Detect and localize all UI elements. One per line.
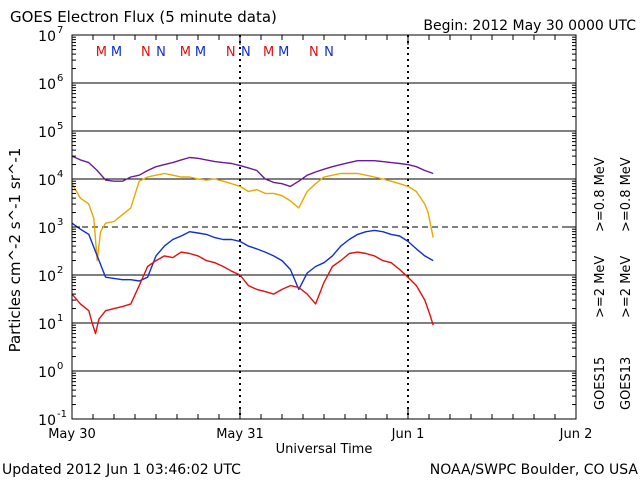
legend: GOES15 GOES13 >=2 MeV >=2 MeV >=0.8 MeV … (593, 157, 634, 410)
series-line (71, 222, 434, 291)
x-axis-ticks: May 30 May 31 Jun 1 Jun 2 (48, 35, 592, 442)
y-tick-exponent: 0 (57, 361, 63, 372)
mn-marker-label: M (111, 45, 122, 60)
y-tick-label: 10 (38, 173, 56, 189)
x-tick-label: Jun 1 (391, 427, 425, 442)
x-tick-label: May 31 (216, 427, 264, 442)
legend-satellite-goes13: GOES13 (619, 357, 634, 410)
series-line (71, 155, 434, 188)
y-tick-exponent: 4 (57, 169, 63, 180)
y-tick-label: 10 (38, 365, 56, 381)
legend-goes15-08mev: >=0.8 MeV (593, 157, 608, 232)
mn-marker-label: M (278, 45, 289, 60)
y-tick-exponent: -1 (57, 409, 67, 420)
mn-marker-label: M (180, 45, 191, 60)
x-tick-label: Jun 2 (559, 427, 593, 442)
plot-grid (72, 35, 576, 419)
legend-satellite-goes15: GOES15 (593, 357, 608, 410)
legend-goes13-2mev: >=2 MeV (619, 256, 634, 318)
series-line (71, 172, 434, 262)
mn-marker-label: N (309, 45, 319, 60)
series-lines (71, 155, 434, 335)
updated-timestamp: Updated 2012 Jun 1 03:46:02 UTC (2, 462, 241, 478)
begin-time-label: Begin: 2012 May 30 0000 UTC (423, 18, 636, 34)
y-tick-exponent: 2 (57, 265, 63, 276)
mn-marker-label: N (156, 45, 166, 60)
y-axis-label: Particles cm^-2 s^-1 sr^-1 (6, 148, 24, 353)
x-axis-label: Universal Time (276, 442, 373, 457)
mn-marker-label: N (141, 45, 151, 60)
series-line (71, 251, 434, 335)
y-tick-exponent: 1 (57, 313, 63, 324)
y-tick-exponent: 3 (57, 217, 63, 228)
chart-title: GOES Electron Flux (5 minute data) (10, 8, 277, 26)
y-tick-label: 10 (38, 269, 56, 285)
mn-marker-label: N (226, 45, 236, 60)
mn-marker-label: N (324, 45, 334, 60)
y-tick-exponent: 6 (57, 73, 63, 84)
mn-marker-label: M (195, 45, 206, 60)
y-tick-label: 10 (38, 317, 56, 333)
mn-marker-label: N (241, 45, 251, 60)
y-tick-exponent: 7 (57, 25, 63, 36)
y-tick-label: 10 (38, 29, 56, 45)
y-tick-label: 10 (38, 125, 56, 141)
legend-goes15-2mev: >=2 MeV (593, 256, 608, 318)
credit-label: NOAA/SWPC Boulder, CO USA (430, 462, 639, 478)
y-tick-label: 10 (38, 77, 56, 93)
mn-marker-label: M (263, 45, 274, 60)
y-tick-label: 10 (38, 413, 56, 429)
mn-marker-label: M (96, 45, 107, 60)
y-tick-label: 10 (38, 221, 56, 237)
y-tick-exponent: 5 (57, 121, 63, 132)
x-tick-label: May 30 (48, 427, 96, 442)
legend-goes13-08mev: >=0.8 MeV (619, 157, 634, 232)
